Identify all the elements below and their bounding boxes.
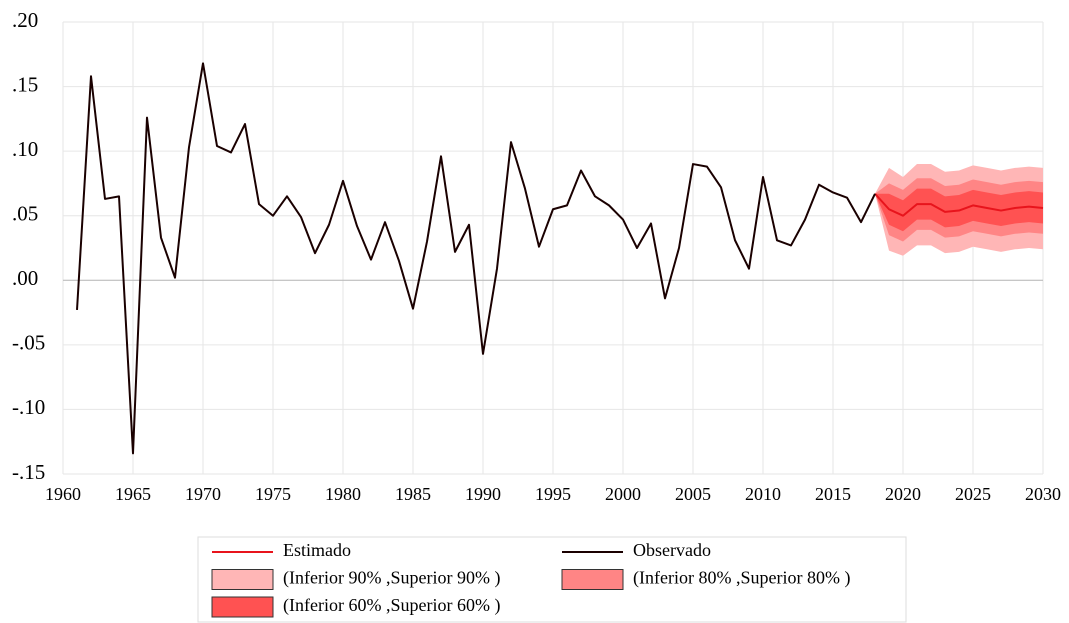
x-tick-label: 2025 (955, 484, 991, 504)
legend-label: (Inferior 60% ,Superior 60% ) (283, 595, 500, 616)
legend-label: Observado (633, 540, 711, 560)
series-line (76, 62, 876, 455)
y-tick-label: -.10 (12, 395, 45, 419)
x-tick-label: 2020 (885, 484, 921, 504)
x-tick-label: 2005 (675, 484, 711, 504)
y-tick-label: .20 (12, 8, 38, 32)
x-tick-label: 1965 (115, 484, 151, 504)
x-tick-label: 1995 (535, 484, 571, 504)
legend-label: (Inferior 80% ,Superior 80% ) (633, 568, 850, 589)
legend-label: Estimado (283, 540, 351, 560)
legend-swatch (211, 569, 274, 590)
x-tick-label: 2010 (745, 484, 781, 504)
y-tick-label: -.05 (12, 331, 45, 355)
y-tick-label: .15 (12, 72, 38, 96)
legend-swatch (211, 596, 274, 618)
x-tick-label: 1970 (185, 484, 221, 504)
legend-swatch (561, 569, 624, 590)
series-line (874, 193, 1044, 217)
y-tick-label: .10 (12, 137, 38, 161)
legend-box (197, 536, 907, 623)
x-tick-label: 1985 (395, 484, 431, 504)
y-tick-label: .00 (12, 266, 38, 290)
x-tick-label: 2015 (815, 484, 851, 504)
x-tick-label: 2030 (1025, 484, 1061, 504)
x-tick-label: 1975 (255, 484, 291, 504)
legend-label: (Inferior 90% ,Superior 90% ) (283, 568, 500, 589)
x-tick-label: 1980 (325, 484, 361, 504)
x-tick-label: 1960 (45, 484, 81, 504)
y-tick-label: .05 (12, 202, 38, 226)
x-tick-label: 2000 (605, 484, 641, 504)
y-tick-label: -.15 (12, 460, 45, 484)
x-tick-label: 1990 (465, 484, 501, 504)
